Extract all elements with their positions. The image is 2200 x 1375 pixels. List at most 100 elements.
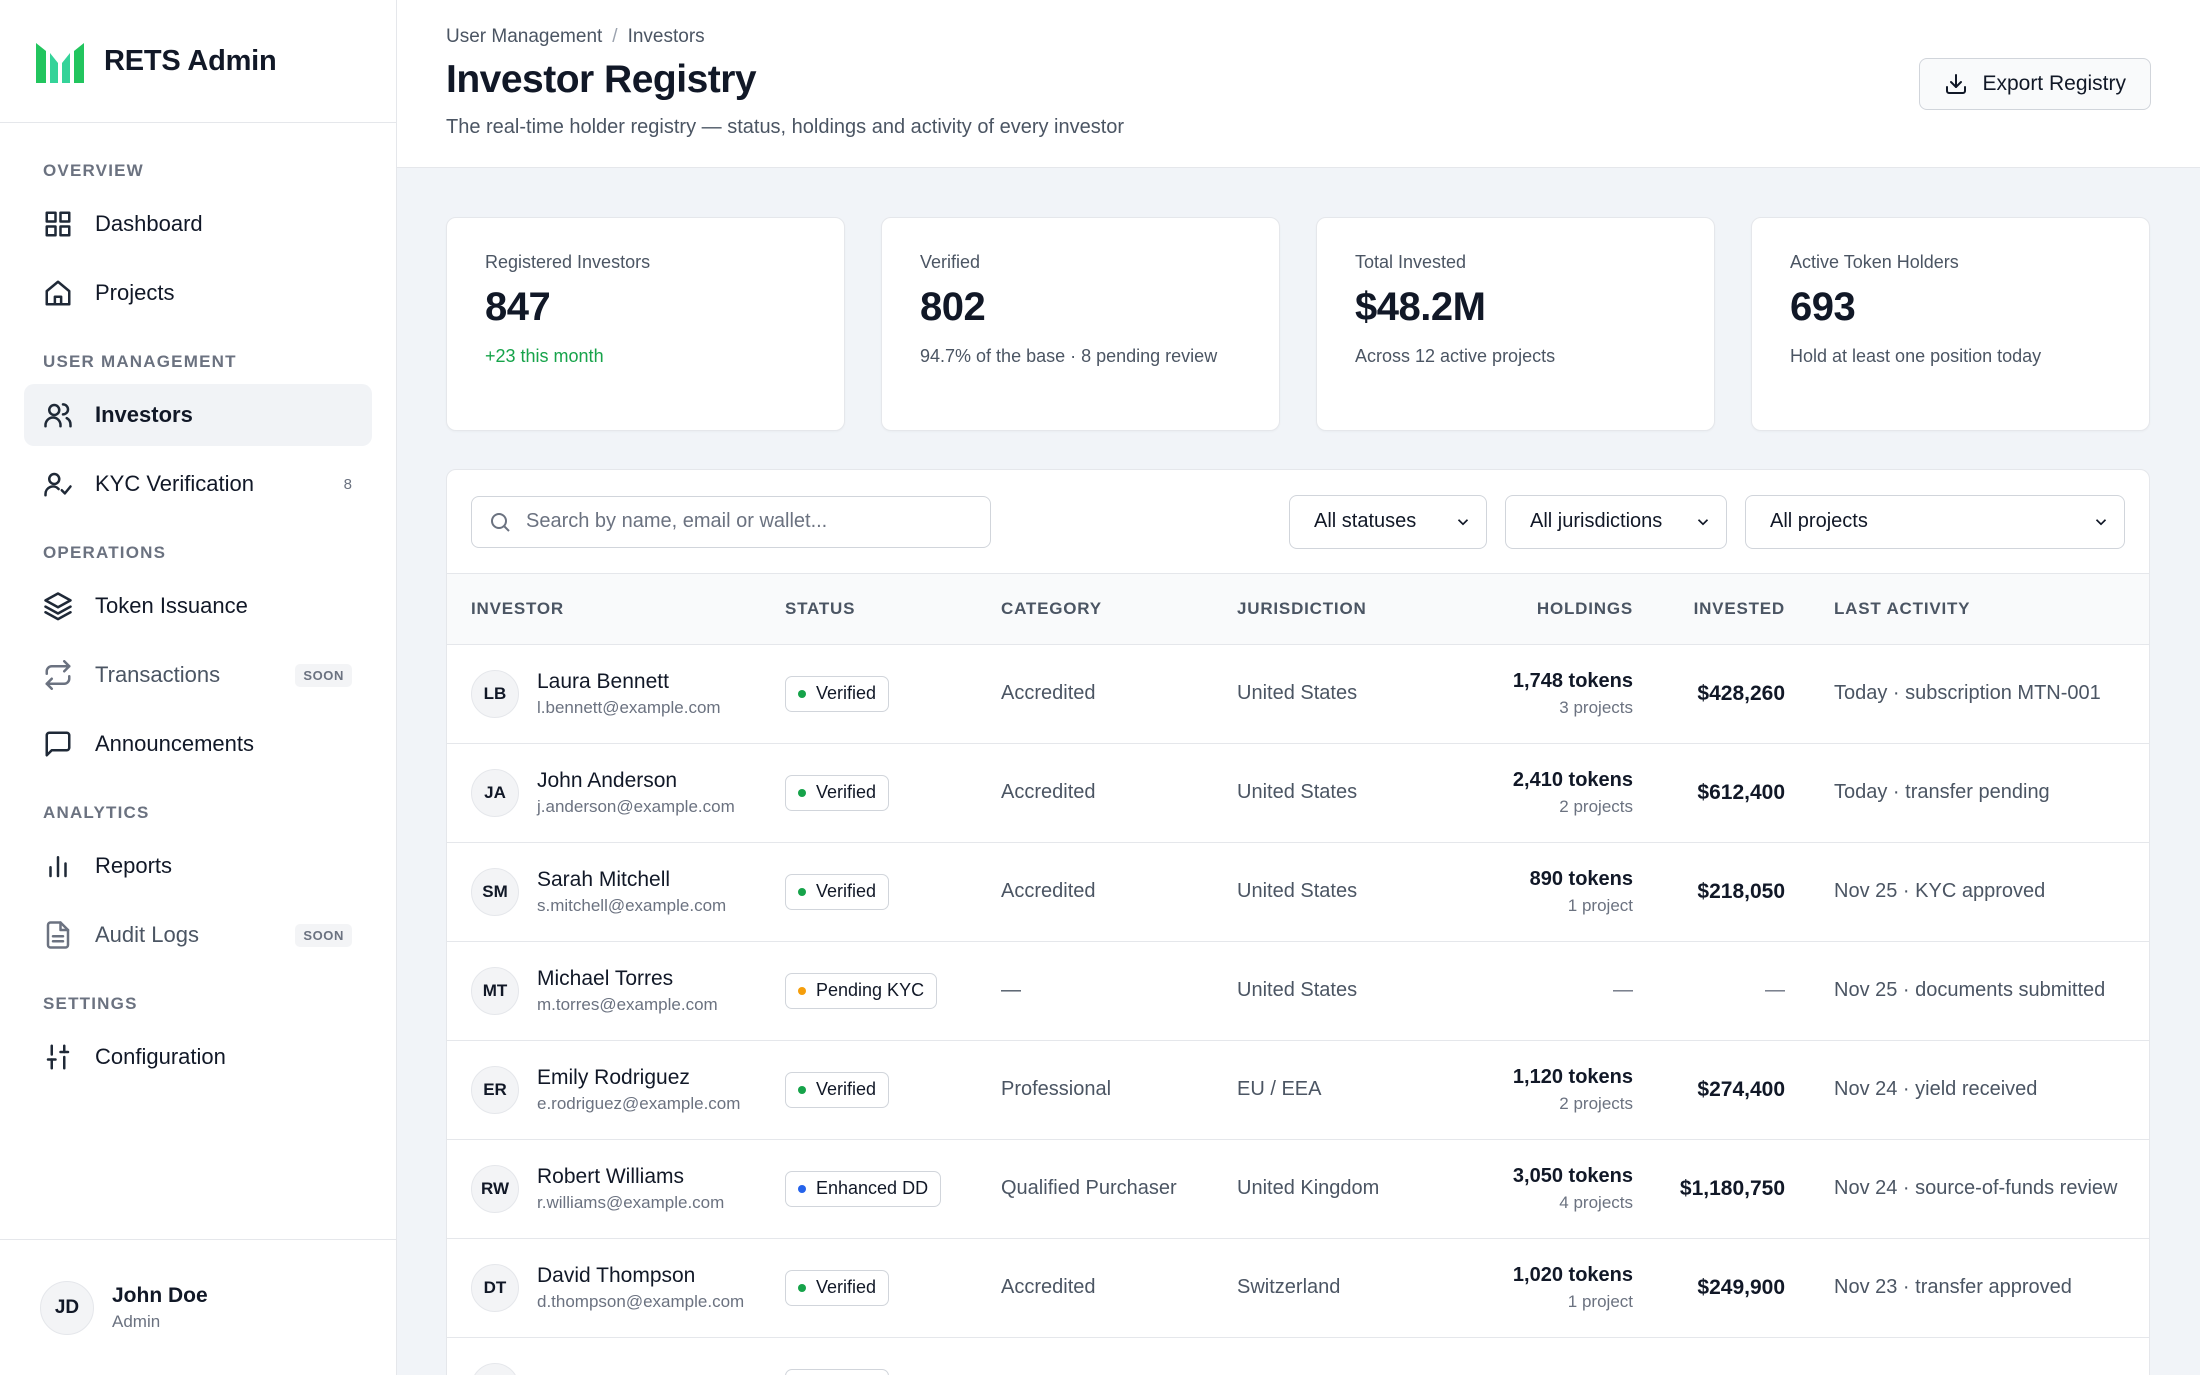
- investor-name[interactable]: John Anderson: [537, 768, 678, 792]
- sidebar-item-configuration[interactable]: Configuration: [24, 1026, 372, 1088]
- holdings-tokens: 440 tokens: [1433, 1373, 1633, 1375]
- status-cell: Verified: [785, 743, 1001, 842]
- avatar: SM: [471, 867, 519, 916]
- investor-email: d.thompson@example.com: [537, 1291, 745, 1311]
- search-box[interactable]: [471, 495, 991, 548]
- last-activity-cell: Nov 25 · documents submitted: [1834, 979, 2106, 1001]
- status-badge: Verified: [785, 1071, 890, 1108]
- status-filter-select[interactable]: All statuses: [1289, 494, 1487, 549]
- jurisdiction-cell: United States: [1237, 682, 1358, 704]
- sidebar-item-label: Transactions: [95, 662, 221, 687]
- breadcrumb: User Management / Investors: [446, 26, 705, 48]
- table-row[interactable]: SM Sarah Mitchell s.mitchell@example.com Ve…: [447, 842, 2149, 941]
- table-row[interactable]: MT Michael Torres m.torres@example.com Pend…: [447, 941, 2149, 1040]
- column-header-status[interactable]: STATUS: [785, 574, 1001, 645]
- investor-name[interactable]: Robert Williams: [537, 1164, 685, 1188]
- stat-label: Registered Investors: [485, 252, 651, 272]
- invested-cell: $428,260: [1633, 644, 1785, 743]
- sidebar-item-label: Projects: [95, 280, 175, 305]
- investor-cell: DT David Thompson d.thompson@example.com: [447, 1238, 785, 1337]
- avatar: ER: [471, 1065, 519, 1114]
- status-cell: Verified: [785, 644, 1001, 743]
- sidebar-item-transactions[interactable]: Transactions SOON: [24, 644, 372, 706]
- user-name: John Doe: [112, 1283, 208, 1307]
- status-badge-label: Verified: [816, 782, 877, 802]
- sidebar-item-label: Configuration: [95, 1044, 226, 1069]
- investor-cell: JA John Anderson j.anderson@example.com: [447, 743, 785, 842]
- column-header-jurisdiction[interactable]: JURISDICTION: [1237, 574, 1433, 645]
- investor-email: j.anderson@example.com: [537, 796, 735, 816]
- sidebar-item-investors[interactable]: Investors: [24, 384, 372, 446]
- sidebar-item-announcements[interactable]: Announcements: [24, 713, 372, 775]
- status-badge: Verified: [785, 774, 890, 811]
- investor-cell: LB Laura Bennett l.bennett@example.com: [447, 644, 785, 743]
- column-header-holdings[interactable]: HOLDINGS: [1433, 574, 1633, 645]
- invested-amount: $612,400: [1697, 780, 1785, 804]
- sidebar-item-projects[interactable]: Projects: [24, 262, 372, 324]
- investor-name[interactable]: David Thompson: [537, 1263, 696, 1287]
- table-row[interactable]: LB Laura Bennett l.bennett@example.com Veri…: [447, 644, 2149, 743]
- holdings-empty: —: [1613, 979, 1633, 1001]
- sidebar-item-audit-logs[interactable]: Audit Logs SOON: [24, 904, 372, 966]
- table-row[interactable]: JA John Anderson j.anderson@example.com Ver…: [447, 743, 2149, 842]
- stat-value: 847: [485, 285, 551, 329]
- column-header-invested[interactable]: INVESTED: [1633, 574, 1785, 645]
- sidebar-item-kyc-verification[interactable]: KYC Verification 8: [24, 453, 372, 515]
- sidebar-item-label: Audit Logs: [95, 922, 199, 947]
- jurisdiction-cell: United States: [1237, 880, 1358, 902]
- investor-table-card: All statuses All jurisdictions All proje…: [446, 469, 2150, 1375]
- category-cell: Accredited: [1001, 682, 1096, 704]
- column-header-last-activity[interactable]: LAST ACTIVITY: [1785, 574, 2149, 645]
- table-row[interactable]: ER Emily Rodriguez e.rodriguez@example.com…: [447, 1040, 2149, 1139]
- table-row[interactable]: RW Robert Williams r.williams@example.com E…: [447, 1139, 2149, 1238]
- investor-name[interactable]: Emily Rodriguez: [537, 1065, 690, 1089]
- investor-name[interactable]: Sarah Mitchell: [537, 867, 671, 891]
- last-activity-cell: Nov 24 · yield received: [1834, 1078, 2038, 1100]
- holdings-tokens: 1,020 tokens: [1512, 1263, 1633, 1286]
- user-profile[interactable]: JD John Doe Admin: [0, 1239, 396, 1375]
- nav-section-title: ANALYTICS: [43, 803, 150, 822]
- invested-amount: $428,260: [1697, 681, 1785, 705]
- project-filter-select[interactable]: All projects: [1745, 494, 2125, 549]
- table-row[interactable]: DT David Thompson d.thompson@example.com Ve…: [447, 1238, 2149, 1337]
- export-registry-button[interactable]: Export Registry: [1919, 58, 2151, 110]
- brand[interactable]: RETS Admin: [0, 0, 396, 123]
- investor-name[interactable]: Lisa Park: [537, 1373, 625, 1375]
- category-cell: Professional: [1001, 1078, 1112, 1100]
- sidebar-item-dashboard[interactable]: Dashboard: [24, 193, 372, 255]
- status-dot-icon: [798, 1283, 806, 1292]
- holdings-tokens: 2,410 tokens: [1512, 768, 1633, 791]
- stat-value: 802: [920, 285, 986, 329]
- status-dot-icon: [798, 788, 806, 797]
- category-cell: Accredited: [1001, 1276, 1096, 1298]
- stats-row: Registered Investors 847 +23 this month Ver…: [446, 217, 2150, 431]
- column-header-investor[interactable]: INVESTOR: [447, 574, 785, 645]
- holdings-cell: 890 tokens 1 project: [1433, 842, 1633, 941]
- avatar: RW: [471, 1164, 519, 1213]
- stat-card-total-invested: Total Invested $48.2M Across 12 active pro…: [1316, 217, 1715, 431]
- holdings-projects: 1 project: [1567, 1291, 1633, 1311]
- nav-section-title: OVERVIEW: [43, 161, 144, 180]
- investor-cell: SM Sarah Mitchell s.mitchell@example.com: [447, 842, 785, 941]
- search-input[interactable]: [526, 510, 966, 533]
- sidebar-item-reports[interactable]: Reports: [24, 835, 372, 897]
- kyc-count-badge: 8: [343, 475, 352, 493]
- investor-name[interactable]: Laura Bennett: [537, 669, 669, 693]
- last-activity-cell: Today · subscription MTN-001: [1834, 682, 2101, 704]
- column-header-category[interactable]: CATEGORY: [1001, 574, 1237, 645]
- breadcrumb-item-user-management[interactable]: User Management: [446, 26, 603, 47]
- investor-name[interactable]: Michael Torres: [537, 966, 674, 990]
- holdings-cell: 1,120 tokens 2 projects: [1433, 1040, 1633, 1139]
- holdings-tokens: 3,050 tokens: [1512, 1164, 1633, 1187]
- jurisdiction-filter-select[interactable]: All jurisdictions: [1505, 494, 1727, 549]
- invested-cell: $612,400: [1633, 743, 1785, 842]
- holdings-projects: 4 projects: [1559, 1192, 1633, 1212]
- table-row[interactable]: LP Lisa Park Verified 440 tokens: [447, 1337, 2149, 1375]
- nav-section-overview: OVERVIEW Dashboard Projects: [0, 161, 396, 324]
- stat-card-registered-investors: Registered Investors 847 +23 this month: [446, 217, 845, 431]
- category-cell: Accredited: [1001, 880, 1096, 902]
- stat-note: Across 12 active projects: [1355, 346, 1556, 366]
- status-badge: Verified: [785, 1368, 890, 1375]
- sidebar-item-token-issuance[interactable]: Token Issuance: [24, 575, 372, 637]
- jurisdiction-cell: Switzerland: [1237, 1276, 1341, 1298]
